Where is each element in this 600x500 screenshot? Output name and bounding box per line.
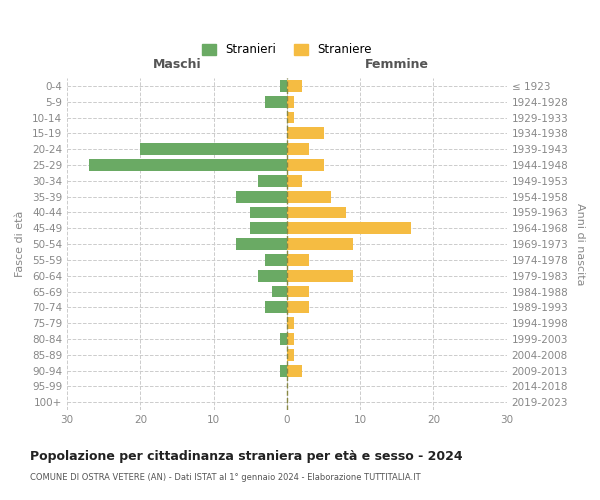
Y-axis label: Anni di nascita: Anni di nascita (575, 203, 585, 285)
Bar (287, 364, 302, 376)
Bar (287, 286, 309, 298)
Bar (287, 175, 302, 186)
Bar (272, 286, 287, 298)
Y-axis label: Fasce di età: Fasce di età (15, 211, 25, 278)
Bar (265, 302, 287, 314)
Bar (287, 333, 294, 345)
Bar (250, 206, 287, 218)
Bar (287, 317, 294, 329)
Bar (280, 80, 287, 92)
Bar (287, 143, 309, 155)
Bar (287, 128, 323, 140)
Bar (250, 222, 287, 234)
Bar (287, 159, 323, 171)
Bar (287, 222, 412, 234)
Text: Maschi: Maschi (152, 58, 201, 71)
Bar (265, 254, 287, 266)
Bar (280, 333, 287, 345)
Bar (257, 270, 287, 281)
Legend: Stranieri, Straniere: Stranieri, Straniere (196, 38, 378, 62)
Bar (236, 238, 287, 250)
Bar (287, 112, 294, 124)
Bar (287, 270, 353, 281)
Bar (287, 190, 331, 202)
Bar (257, 175, 287, 186)
Bar (287, 302, 309, 314)
Bar (287, 80, 302, 92)
Bar (287, 206, 346, 218)
Text: COMUNE DI OSTRA VETERE (AN) - Dati ISTAT al 1° gennaio 2024 - Elaborazione TUTTI: COMUNE DI OSTRA VETERE (AN) - Dati ISTAT… (30, 472, 421, 482)
Bar (287, 238, 353, 250)
Bar (287, 96, 294, 108)
Bar (89, 159, 287, 171)
Bar (236, 190, 287, 202)
Bar (265, 96, 287, 108)
Bar (140, 143, 287, 155)
Text: Popolazione per cittadinanza straniera per età e sesso - 2024: Popolazione per cittadinanza straniera p… (30, 450, 463, 463)
Bar (280, 364, 287, 376)
Bar (287, 349, 294, 360)
Bar (287, 254, 309, 266)
Text: Femmine: Femmine (365, 58, 429, 71)
